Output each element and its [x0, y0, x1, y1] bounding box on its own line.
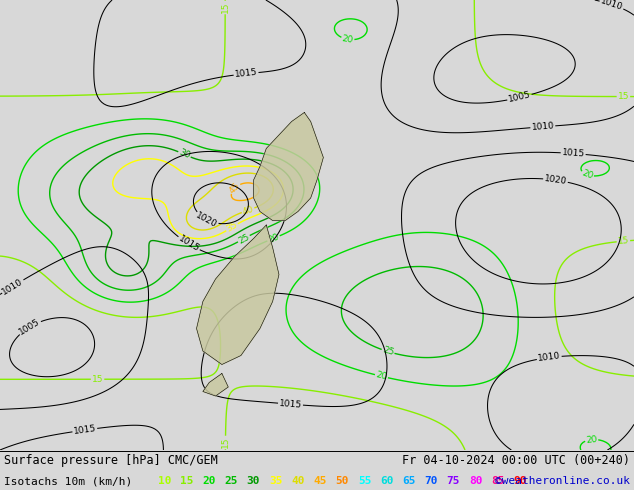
Text: 1005: 1005 [507, 91, 532, 104]
Text: Fr 04-10-2024 00:00 UTC (00+240): Fr 04-10-2024 00:00 UTC (00+240) [402, 454, 630, 467]
Text: 15: 15 [92, 375, 103, 384]
Text: 45: 45 [228, 181, 242, 196]
Text: 1005: 1005 [18, 317, 42, 337]
Text: 1015: 1015 [176, 234, 201, 254]
Text: 70: 70 [424, 476, 438, 486]
Text: 60: 60 [380, 476, 394, 486]
Text: 20: 20 [266, 232, 280, 245]
Text: 1015: 1015 [73, 424, 97, 436]
Text: 50: 50 [335, 476, 349, 486]
Text: ©weatheronline.co.uk: ©weatheronline.co.uk [495, 476, 630, 486]
Text: 45: 45 [313, 476, 327, 486]
Text: 10: 10 [158, 476, 172, 486]
Text: 65: 65 [402, 476, 416, 486]
Text: 15: 15 [221, 437, 230, 448]
Text: 25: 25 [236, 232, 251, 245]
Text: 20: 20 [202, 476, 216, 486]
Text: 1020: 1020 [543, 174, 567, 186]
Text: 1015: 1015 [561, 148, 585, 159]
Text: 80: 80 [469, 476, 482, 486]
Text: 20: 20 [581, 169, 594, 181]
Text: 75: 75 [446, 476, 460, 486]
Text: 1010: 1010 [531, 122, 555, 132]
Text: 35: 35 [225, 220, 239, 234]
Text: 1010: 1010 [537, 352, 561, 364]
Text: 15: 15 [618, 236, 630, 246]
Text: 40: 40 [241, 204, 255, 217]
Text: 1015: 1015 [279, 399, 302, 410]
Text: Isotachs 10m (km/h): Isotachs 10m (km/h) [4, 476, 133, 486]
Text: 40: 40 [291, 476, 305, 486]
Text: 20: 20 [585, 435, 598, 444]
Text: 1020: 1020 [195, 210, 219, 229]
Text: Surface pressure [hPa] CMC/GEM: Surface pressure [hPa] CMC/GEM [4, 454, 217, 467]
Polygon shape [203, 373, 228, 396]
Text: 25: 25 [224, 476, 238, 486]
Text: 55: 55 [358, 476, 372, 486]
Text: 15: 15 [618, 92, 629, 101]
Polygon shape [254, 113, 323, 220]
Polygon shape [197, 225, 279, 365]
Text: 15: 15 [180, 476, 194, 486]
Text: 90: 90 [513, 476, 527, 486]
Text: 30: 30 [247, 476, 261, 486]
Text: 1010: 1010 [1, 276, 25, 296]
Text: 25: 25 [381, 345, 395, 358]
Text: 85: 85 [491, 476, 505, 486]
Text: 1015: 1015 [234, 68, 258, 79]
Text: 35: 35 [269, 476, 283, 486]
Text: 20: 20 [341, 34, 354, 45]
Text: 30: 30 [178, 148, 191, 161]
Text: 20: 20 [375, 370, 388, 382]
Text: 15: 15 [221, 2, 230, 13]
Text: 1010: 1010 [599, 0, 624, 12]
